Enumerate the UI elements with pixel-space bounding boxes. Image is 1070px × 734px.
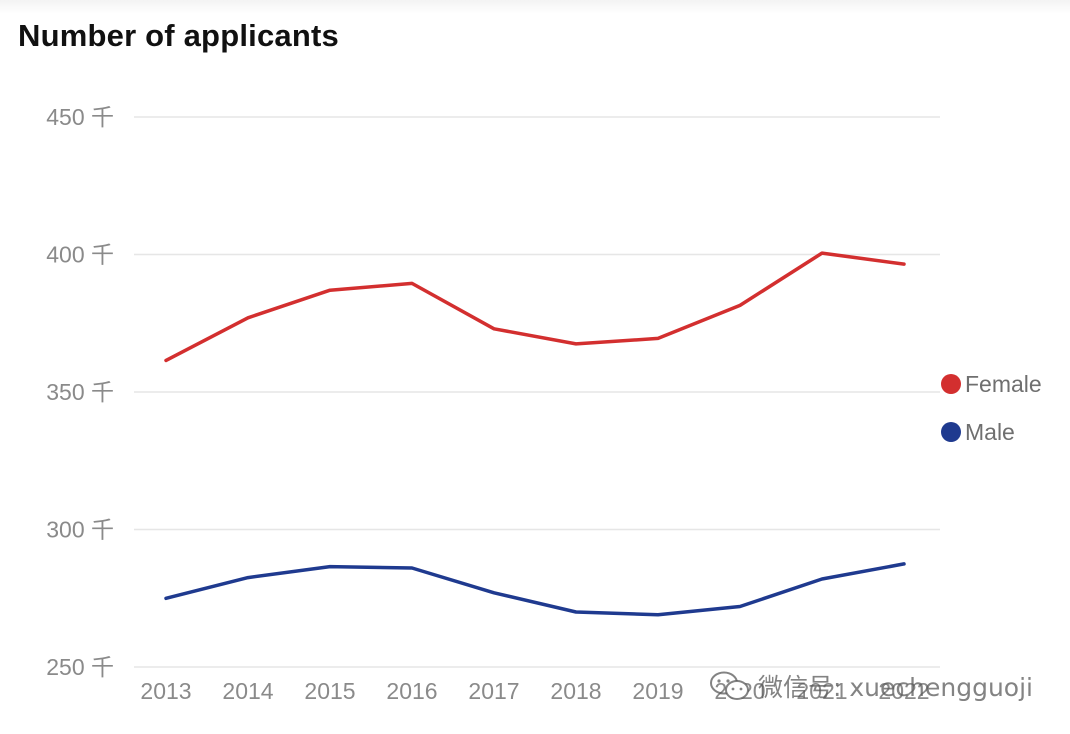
gridlines (134, 116, 940, 668)
legend-label-male[interactable]: Male (965, 419, 1015, 445)
series-line-male (164, 562, 906, 617)
y-tick-label: 250 千 (46, 654, 114, 680)
x-tick-label: 2015 (304, 678, 355, 704)
x-tick-label: 2016 (386, 678, 437, 704)
watermark-text: 微信号: xuechengguoji (758, 673, 1033, 702)
y-tick-label: 350 千 (46, 379, 114, 405)
legend-label-female[interactable]: Female (965, 371, 1042, 397)
x-tick-label: 2021 (796, 678, 847, 704)
series-line-female (164, 251, 906, 363)
x-tick-label: 2019 (632, 678, 683, 704)
legend-marker-female[interactable] (941, 374, 961, 394)
wechat-icon (710, 671, 749, 700)
top-shade (0, 0, 1070, 14)
y-axis-ticks: 250 千 300 千 350 千 400 千 450 千 (46, 104, 114, 680)
legend: Female Male (941, 371, 1042, 445)
x-tick-label: 2017 (468, 678, 519, 704)
chart-title: Number of applicants (18, 18, 339, 53)
y-tick-label: 450 千 (46, 104, 114, 130)
x-tick-label: 2018 (550, 678, 601, 704)
series-lines (164, 251, 906, 617)
y-tick-label: 300 千 (46, 517, 114, 543)
x-tick-label: 2013 (140, 678, 191, 704)
x-tick-label: 2022 (878, 678, 929, 704)
watermark: 微信号: xuechengguoji (708, 668, 1033, 704)
legend-marker-male[interactable] (941, 422, 961, 442)
x-tick-label: 2014 (222, 678, 273, 704)
x-axis-ticks: 2013201420152016201720182019202020212022 (140, 678, 929, 704)
y-tick-label: 400 千 (46, 242, 114, 268)
